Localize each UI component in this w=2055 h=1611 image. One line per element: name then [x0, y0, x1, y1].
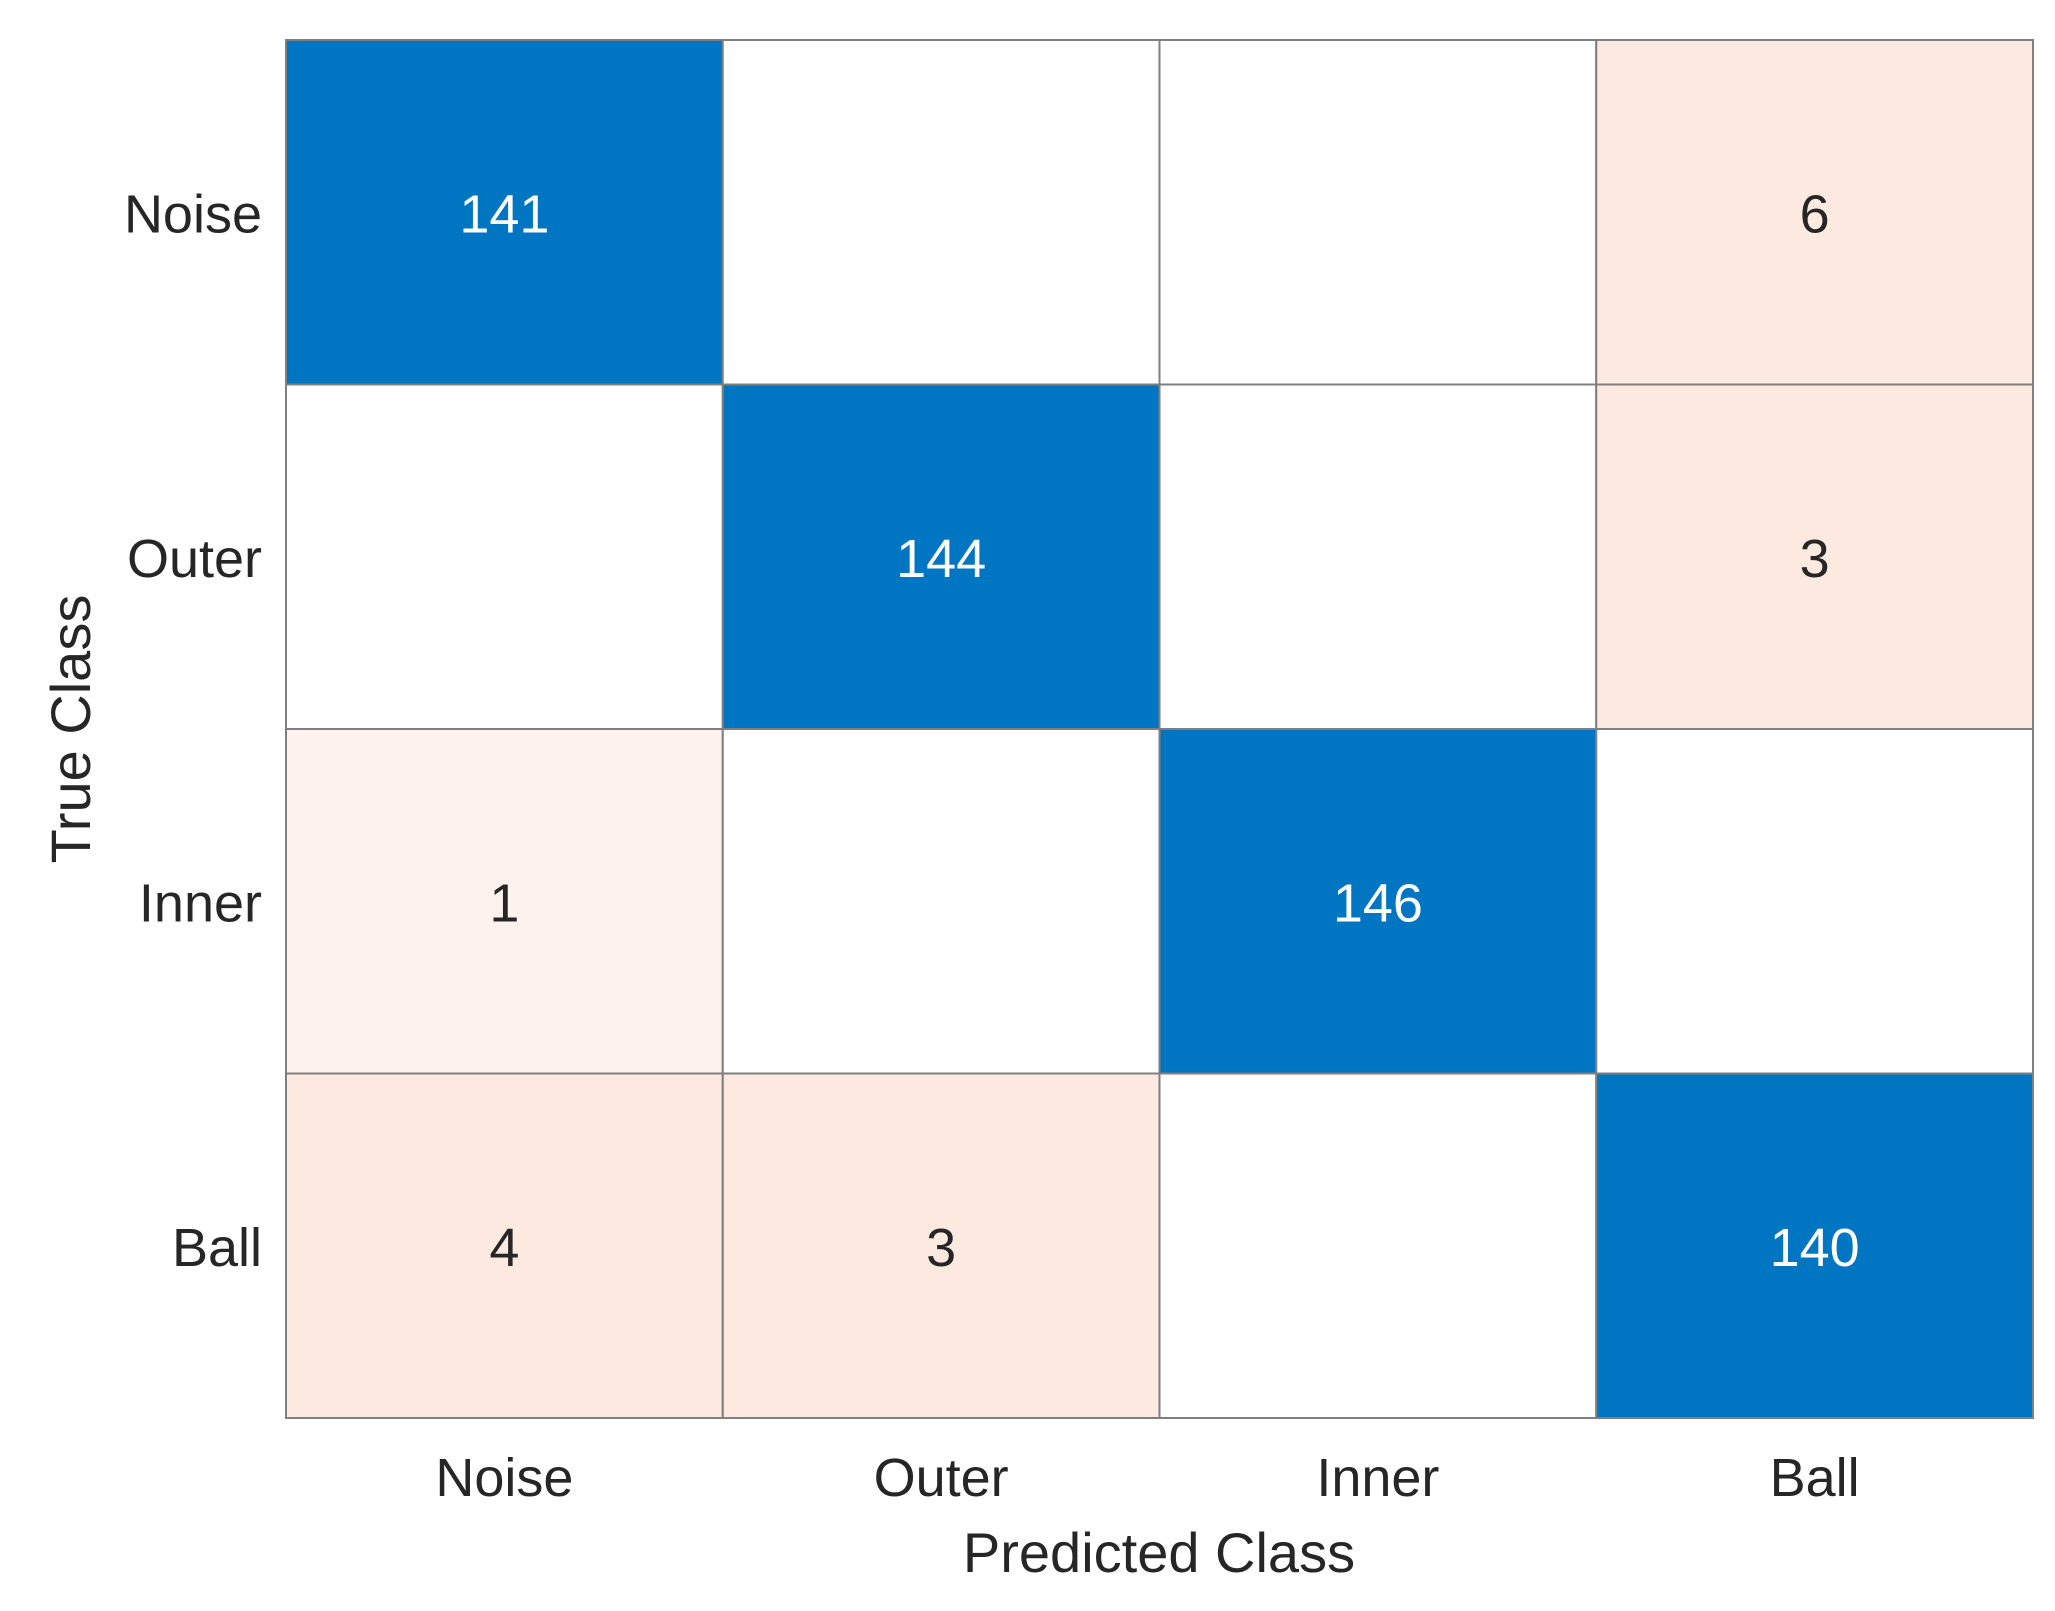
cells-group: 141 6 144 3 1 146 4 3 140 — [285, 39, 2034, 1419]
x-tick-label: Noise — [435, 1448, 573, 1508]
cell-value-label: 3 — [926, 1218, 956, 1278]
tick-labels-group: Noise Outer Inner Ball Noise Outer Inner Ball — [124, 184, 1860, 1508]
cell-value-label: 4 — [489, 1218, 519, 1278]
matrix-cell — [1595, 728, 2034, 1075]
x-axis-label: Predicted Class — [963, 1521, 1355, 1584]
y-tick-label: Noise — [124, 184, 262, 244]
cell-value-label: 146 — [1333, 873, 1423, 933]
matrix-cell — [721, 1072, 1161, 1419]
matrix-cell — [285, 383, 724, 730]
matrix-cell — [285, 39, 724, 386]
y-tick-label: Inner — [139, 873, 262, 933]
matrix-cell — [1595, 39, 2034, 386]
matrix-cell — [1158, 728, 1598, 1075]
x-tick-label: Ball — [1770, 1448, 1860, 1508]
cell-value-label: 144 — [896, 529, 986, 589]
y-tick-label: Outer — [127, 529, 262, 589]
matrix-cell — [721, 383, 1161, 730]
x-tick-label: Outer — [874, 1448, 1009, 1508]
cell-value-label: 140 — [1770, 1218, 1860, 1278]
y-tick-label: Ball — [172, 1218, 262, 1278]
y-axis-label: True Class — [39, 595, 102, 864]
cell-value-label: 141 — [459, 184, 549, 244]
x-tick-label: Inner — [1316, 1448, 1439, 1508]
matrix-cell — [721, 728, 1161, 1075]
matrix-cell — [285, 728, 724, 1075]
matrix-cell — [1158, 383, 1598, 730]
matrix-cell — [1595, 383, 2034, 730]
matrix-cell — [721, 39, 1161, 386]
cell-value-label: 1 — [489, 873, 519, 933]
matrix-cell — [285, 1072, 724, 1419]
cell-value-label: 3 — [1800, 529, 1830, 589]
matrix-cell — [1158, 1072, 1598, 1419]
matrix-cell — [1595, 1072, 2034, 1419]
cell-value-label: 6 — [1800, 184, 1830, 244]
matrix-cell — [1158, 39, 1598, 386]
